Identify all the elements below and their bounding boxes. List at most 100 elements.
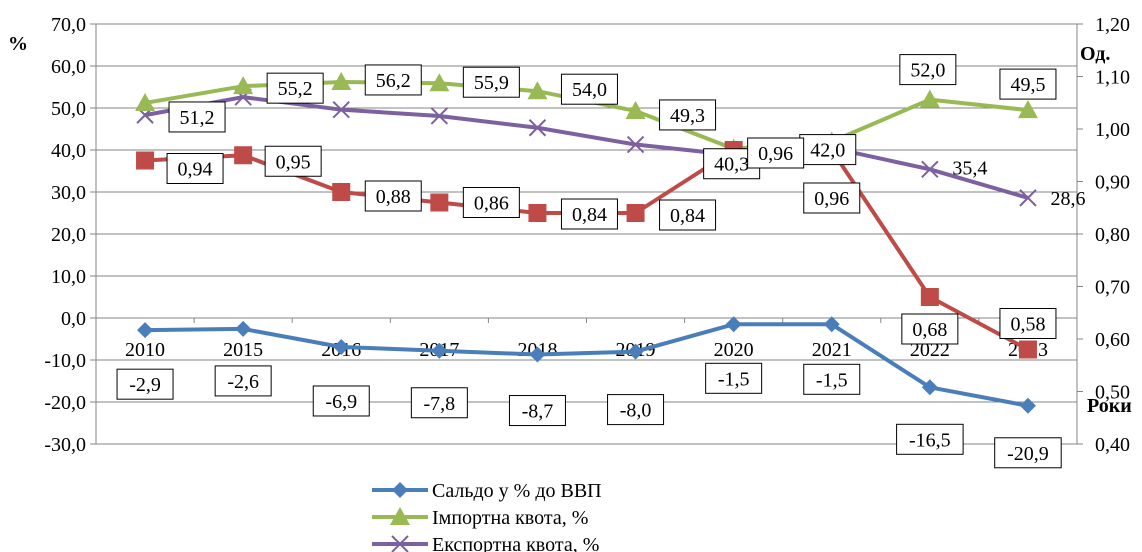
legend-entry-1: Імпортна квота, % bbox=[372, 507, 588, 529]
left-tick-label: 0,0 bbox=[61, 308, 86, 330]
data-label-box bbox=[899, 54, 957, 86]
data-label: 40,3 bbox=[714, 154, 749, 176]
data-label: -6,9 bbox=[325, 391, 357, 413]
data-label-box bbox=[168, 101, 226, 133]
series-line bbox=[145, 322, 1029, 408]
data-label: 0,84 bbox=[572, 204, 607, 226]
data-label: 55,9 bbox=[474, 72, 509, 94]
point-marker bbox=[528, 119, 547, 137]
data-label-box bbox=[607, 394, 665, 426]
left-tick-label: 60,0 bbox=[51, 56, 86, 78]
left-axis-title: % bbox=[8, 33, 28, 55]
data-label: -20,9 bbox=[1007, 443, 1049, 465]
left-tick-label: -10,0 bbox=[44, 350, 86, 372]
data-label: -8,7 bbox=[522, 401, 554, 423]
series-layer bbox=[135, 71, 1038, 414]
data-label-box bbox=[312, 385, 370, 417]
data-label: 49,3 bbox=[670, 105, 705, 127]
data-label-box bbox=[803, 363, 861, 395]
data-label: 0,58 bbox=[1010, 314, 1045, 336]
point-marker bbox=[233, 76, 254, 95]
data-label-box bbox=[364, 64, 422, 96]
legend-label: Сальдо у % до ВВП bbox=[432, 480, 602, 502]
point-marker bbox=[1017, 100, 1038, 119]
left-tick-label: 40,0 bbox=[51, 140, 86, 162]
left-tick-label: 50,0 bbox=[51, 98, 86, 120]
right-tick-label: 1,20 bbox=[1095, 14, 1130, 36]
data-label-box bbox=[803, 182, 861, 214]
point-marker bbox=[919, 89, 940, 108]
data-label-box bbox=[266, 72, 324, 104]
point-marker bbox=[1019, 397, 1036, 414]
x-tick-label: 2010 bbox=[125, 339, 165, 361]
data-label-box bbox=[560, 198, 618, 230]
point-marker bbox=[920, 288, 939, 306]
data-label-box bbox=[214, 365, 272, 397]
data-label-box bbox=[410, 387, 468, 419]
legend-label: Імпортна квота, % bbox=[432, 507, 588, 529]
data-label: -8,0 bbox=[620, 400, 652, 422]
point-marker bbox=[1018, 340, 1037, 359]
data-label: 0,88 bbox=[376, 186, 411, 208]
data-label-box bbox=[462, 66, 520, 98]
data-label-box bbox=[116, 368, 174, 400]
data-label: 0,96 bbox=[758, 143, 793, 165]
point-marker bbox=[625, 100, 646, 119]
data-label: 0,94 bbox=[178, 159, 213, 181]
data-label-box bbox=[896, 423, 964, 455]
data-label-box bbox=[364, 180, 422, 212]
point-marker bbox=[1019, 189, 1037, 207]
point-marker bbox=[429, 73, 450, 92]
legend-entry-2: Експортна квота, % bbox=[372, 534, 599, 552]
data-label-box bbox=[901, 313, 959, 345]
data-label: 0,96 bbox=[814, 188, 849, 210]
point-marker bbox=[332, 183, 351, 201]
data-label: 56,2 bbox=[376, 70, 411, 92]
data-label-box bbox=[799, 134, 857, 166]
legend-entry-0: Сальдо у % до ВВП bbox=[372, 480, 602, 502]
point-marker bbox=[391, 535, 409, 552]
data-label-box bbox=[166, 153, 224, 184]
data-label-box bbox=[705, 362, 763, 394]
point-marker bbox=[626, 135, 645, 154]
right-tick-label: 0,60 bbox=[1095, 329, 1130, 351]
data-label: 35,4 bbox=[952, 157, 987, 179]
right-tick-label: 0,90 bbox=[1095, 172, 1130, 194]
point-marker bbox=[137, 322, 154, 339]
right-tick-label: 1,00 bbox=[1095, 119, 1130, 141]
series-0 bbox=[137, 316, 1036, 414]
data-label: -16,5 bbox=[909, 429, 951, 451]
point-marker bbox=[528, 204, 547, 222]
x-axis-title: Роки bbox=[1087, 395, 1132, 417]
data-label: 52,0 bbox=[910, 60, 945, 82]
data-label: -2,9 bbox=[129, 374, 161, 396]
x-tick-label: 2021 bbox=[812, 339, 852, 361]
data-label-box bbox=[659, 99, 717, 131]
point-marker bbox=[823, 316, 840, 333]
point-marker bbox=[430, 107, 449, 125]
data-label-box bbox=[999, 308, 1057, 339]
data-label: 0,95 bbox=[276, 151, 311, 173]
data-label: 42,0 bbox=[810, 140, 845, 162]
point-marker bbox=[921, 160, 939, 179]
left-tick-label: 30,0 bbox=[51, 182, 86, 204]
legend-label: Експортна квота, % bbox=[432, 534, 599, 552]
right-tick-label: 1,10 bbox=[1095, 67, 1130, 89]
data-label: -2,6 bbox=[227, 371, 259, 393]
right-tick-label: 0,70 bbox=[1095, 277, 1130, 299]
point-marker bbox=[430, 193, 449, 212]
left-tick-label: 10,0 bbox=[51, 266, 86, 288]
right-tick-label: 0,50 bbox=[1095, 382, 1130, 404]
data-label-box bbox=[264, 145, 322, 177]
data-label: -1,5 bbox=[718, 368, 750, 390]
left-tick-label: -30,0 bbox=[44, 434, 86, 456]
point-marker bbox=[626, 204, 645, 222]
data-label-box bbox=[560, 73, 618, 105]
data-label-box bbox=[994, 437, 1062, 469]
left-tick-label: 70,0 bbox=[51, 14, 86, 36]
left-tick-label: -20,0 bbox=[44, 392, 86, 414]
right-axis-title: Од. bbox=[1080, 43, 1110, 65]
data-label-box bbox=[659, 199, 717, 231]
data-label-box bbox=[508, 395, 566, 427]
